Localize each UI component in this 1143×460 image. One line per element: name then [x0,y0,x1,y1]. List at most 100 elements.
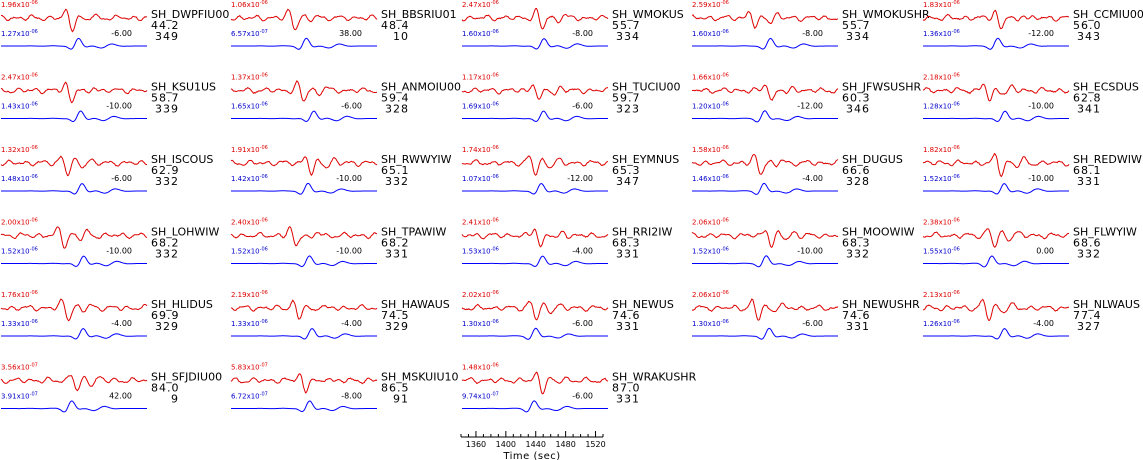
time-shift-label: -8.00 [341,392,362,401]
synthetic-trace [923,37,1069,50]
station-azimuth: 334 [846,30,870,43]
observed-trace [0,298,148,322]
station-azimuth: 329 [155,320,179,333]
station-azimuth: 343 [1077,30,1101,43]
synthetic-amplitude-label: 1.33x10-06 [1,319,38,328]
observed-amplitude-label: 2.19x10-06 [231,290,268,299]
observed-trace [922,228,1070,248]
station-azimuth: 349 [155,30,179,43]
station-name: SH_NLWAUS [1073,298,1140,311]
time-shift-label: -6.00 [111,174,132,183]
observed-trace [0,375,148,392]
station-distance: 58.7 [151,92,180,105]
observed-trace [461,155,609,176]
time-shift-label: -10.00 [1028,102,1054,111]
synthetic-trace [231,37,377,50]
station-panel: 2.19x10-06 1.33x10-06 -4.00 SH_HAWAUS74.532… [230,290,450,340]
station-panel: 2.47x10-06 1.60x10-06 -8.00 SH_WMOKUS55.733… [461,0,684,50]
observed-amplitude-label: 1.17x10-06 [462,73,499,82]
observed-amplitude-label: 2.00x10-06 [1,218,38,227]
time-shift-label: -4.00 [111,319,132,328]
station-azimuth: 328 [846,175,870,188]
synthetic-trace [231,110,377,123]
station-panel: 1.48x10-06 9.74x10-07 -6.00 SH_WRAKUSHR87.0… [461,363,697,413]
observed-trace [0,81,148,104]
station-distance: 68.2 [151,237,180,250]
time-shift-label: -10.00 [1028,174,1054,183]
synthetic-trace [692,37,838,50]
station-name: SH_NEWUSHR [842,298,920,311]
observed-trace [691,229,839,248]
synthetic-amplitude-label: 1.07x10-06 [462,174,499,183]
synthetic-trace [231,400,377,412]
synthetic-trace [462,327,608,340]
observed-amplitude-label: 2.47x10-06 [462,0,499,9]
station-panel: 2.06x10-06 1.30x10-06 -6.00 SH_NEWUSHR74.63… [691,290,920,340]
synthetic-trace [923,255,1069,268]
time-shift-label: -12.00 [797,102,823,111]
station-distance: 68.3 [612,237,641,250]
observed-amplitude-label: 5.83x10-07 [231,363,268,372]
station-azimuth: 331 [846,320,870,333]
time-shift-label: -6.00 [572,102,593,111]
observed-amplitude-label: 1.96x10-06 [1,0,38,9]
station-azimuth: 331 [616,393,640,406]
station-distance: 65.3 [612,164,641,177]
observed-amplitude-label: 2.59x10-06 [692,0,729,9]
synthetic-amplitude-label: 1.33x10-06 [231,319,268,328]
station-distance: 77.4 [1073,309,1102,322]
station-name: SH_BBSRIU01 [381,8,457,21]
station-panel: 1.76x10-06 1.33x10-06 -4.00 SH_HLIDUS69.932… [0,290,213,340]
time-shift-label: -10.00 [797,247,823,256]
time-shift-label: -12.00 [1028,29,1054,38]
station-panel: 1.06x10-06 6.57x10-07 38.00 SH_BBSRIU0148.4… [230,0,457,50]
station-azimuth: 346 [846,103,870,116]
station-azimuth: 329 [385,320,409,333]
station-name: SH_DUGUS [842,153,903,166]
observed-amplitude-label: 1.06x10-06 [231,0,268,9]
time-shift-label: 42.00 [109,392,132,401]
synthetic-trace [231,328,377,340]
synthetic-trace [462,255,608,267]
time-shift-label: -6.00 [341,102,362,111]
station-azimuth: 331 [385,248,409,261]
station-name: SH_RWWYIW [381,153,452,166]
observed-trace [230,156,378,177]
station-azimuth: 332 [385,175,409,188]
synthetic-amplitude-label: 6.72x10-07 [231,392,268,401]
station-distance: 62.8 [1073,92,1102,105]
time-shift-label: -6.00 [111,29,132,38]
observed-trace [230,226,378,247]
station-distance: 74.6 [842,309,871,322]
observed-amplitude-label: 1.48x10-06 [462,363,499,372]
time-shift-label: -6.00 [572,392,593,401]
station-distance: 68.6 [1073,237,1102,250]
synthetic-trace [923,183,1069,195]
synthetic-trace [462,38,608,50]
station-azimuth: 331 [616,248,640,261]
station-panel: 1.17x10-06 1.69x10-06 -6.00 SH_TUCIU0059.73… [461,73,681,122]
synthetic-trace [1,183,147,195]
station-distance: 59.7 [612,92,641,105]
observed-amplitude-label: 1.91x10-06 [231,145,268,154]
station-panel: 1.96x10-06 1.27x10-06 -6.00 SH_DWPFIU0044.2… [0,0,229,50]
observed-trace [691,84,839,101]
station-azimuth: 328 [385,103,409,116]
station-azimuth: 332 [155,175,179,188]
station-name: SH_TPAWIW [381,226,446,239]
observed-amplitude-label: 1.32x10-06 [1,145,38,154]
station-azimuth: 339 [155,103,179,116]
station-panel: 1.82x10-06 1.52x10-06 -10.00 SH_REDWIW68.13… [922,145,1142,195]
synthetic-trace [692,110,838,123]
synthetic-amplitude-label: 1.52x10-06 [923,174,960,183]
station-panel: 2.00x10-06 1.52x10-06 -10.00 SH_LOHWIW68.23… [0,218,220,267]
observed-amplitude-label: 2.40x10-06 [231,218,268,227]
station-azimuth: 347 [616,175,640,188]
station-name: SH_KSU1US [151,81,216,94]
observed-trace [461,300,609,321]
station-azimuth: 331 [1077,175,1101,188]
time-shift-label: 0.00 [1036,247,1054,256]
station-distance: 84.0 [151,382,180,395]
